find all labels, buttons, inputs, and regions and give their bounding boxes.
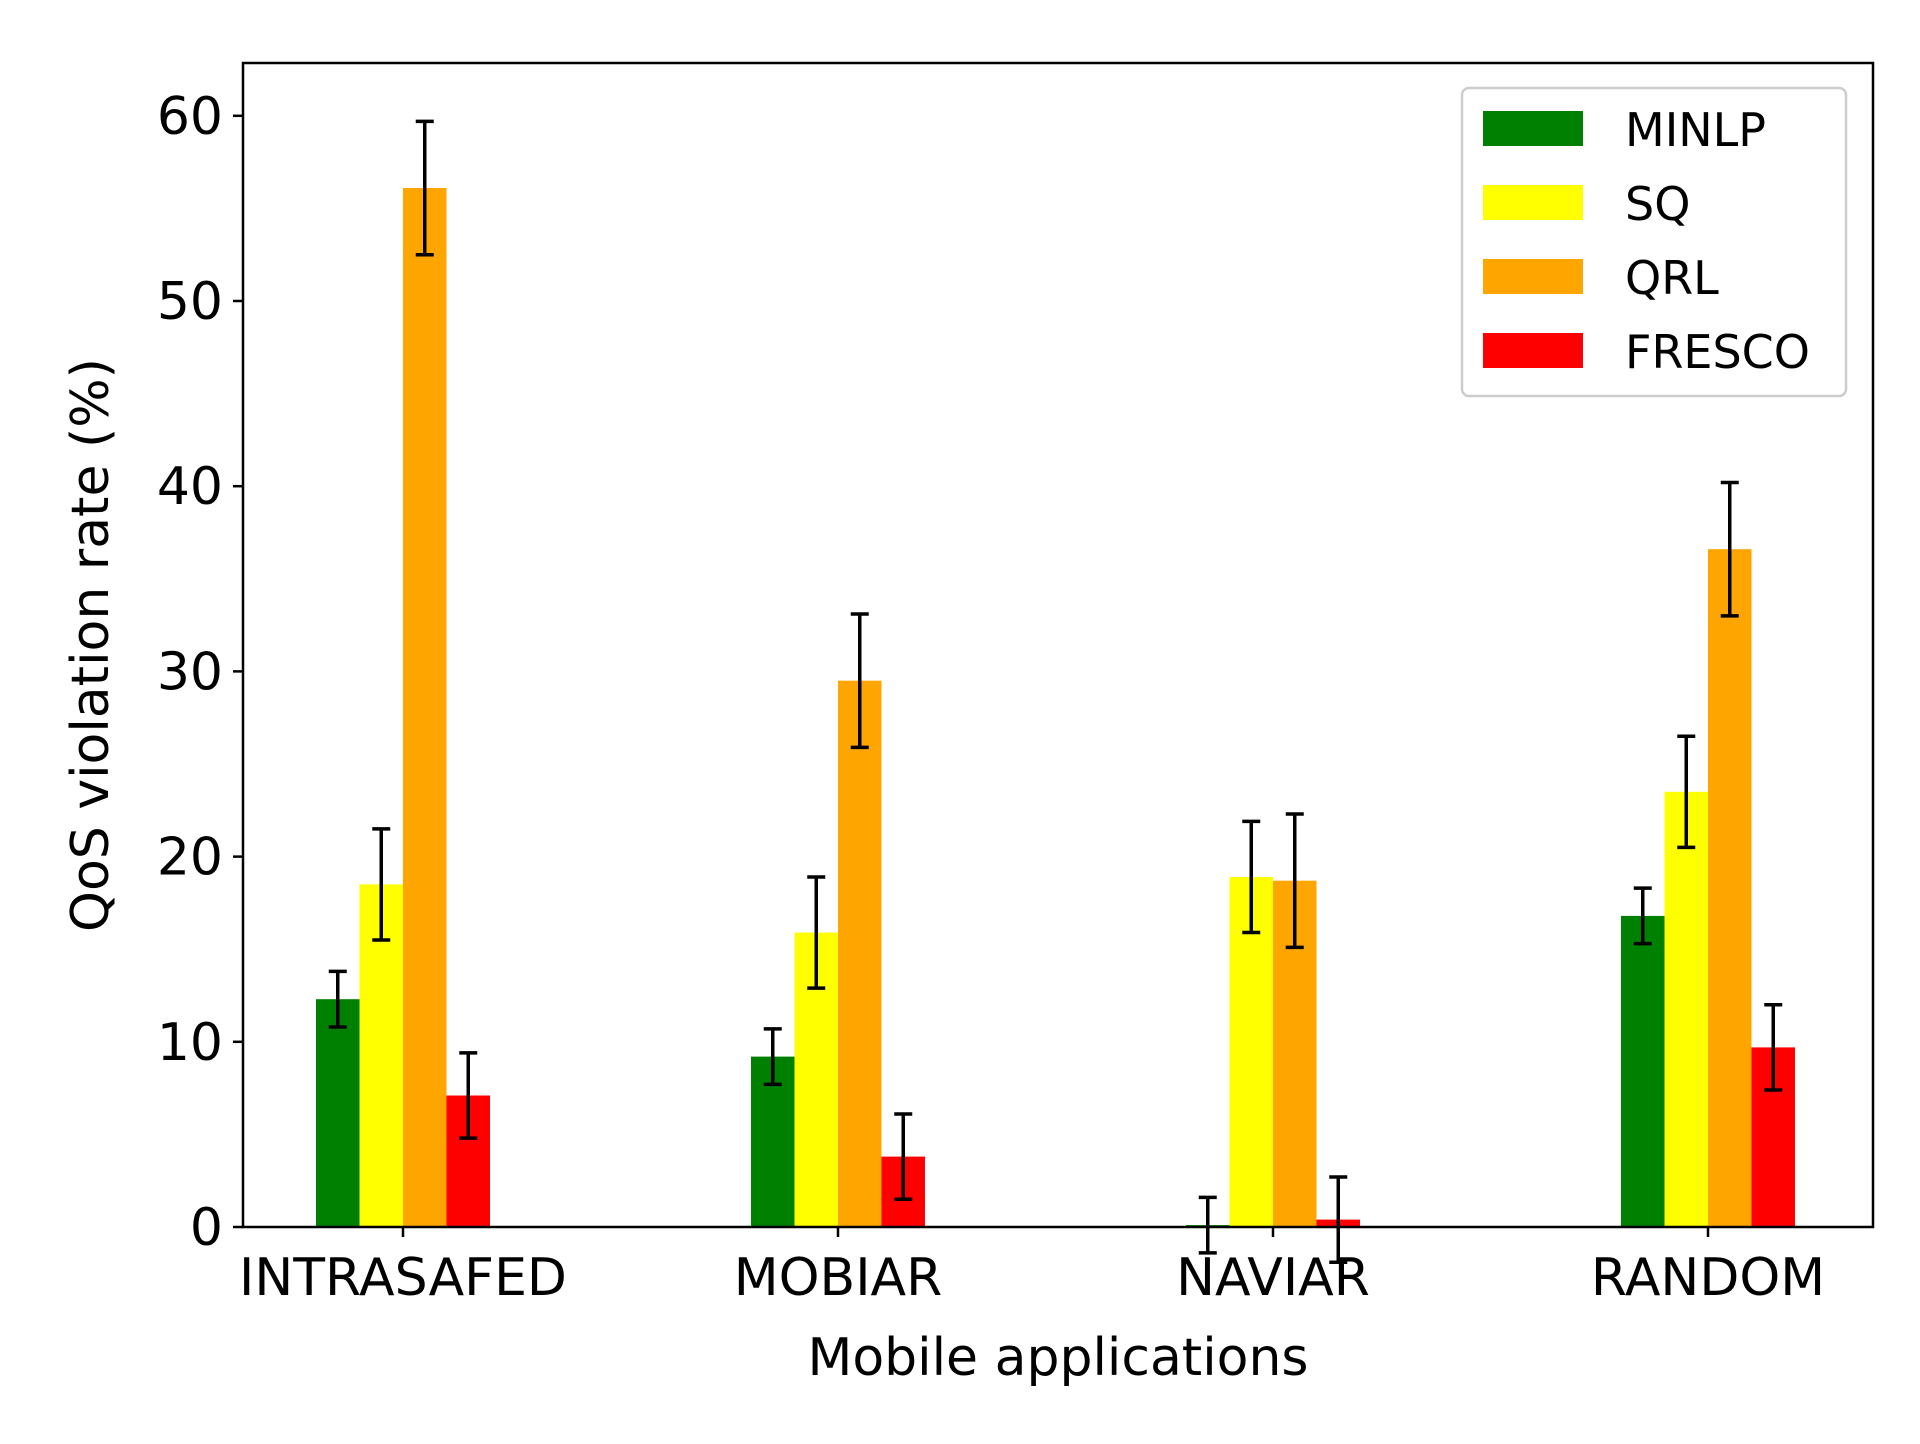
legend-frame [1460, 86, 1848, 398]
y-tick-label-10: 10 [157, 1013, 223, 1073]
plot-frame [241, 61, 1875, 1229]
bar-minlp-random [1621, 915, 1665, 1227]
x-axis-label: Mobile applications [807, 1328, 1308, 1388]
legend-label-sq: SQ [1625, 177, 1690, 231]
error-bar-minlp-mobiar [763, 1027, 782, 1087]
error-bar-fresco-intrasafed [459, 1051, 478, 1140]
error-bar-sq-mobiar [807, 875, 826, 990]
legend-swatch-qrl [1483, 259, 1583, 294]
error-bar-minlp-intrasafed [328, 969, 347, 1029]
bars-layer [316, 188, 1795, 1227]
error-bar-fresco-naviar [1329, 1175, 1348, 1264]
legend-label-minlp: MINLP [1625, 103, 1766, 157]
y-tick-label-60: 60 [157, 87, 223, 147]
x-axis: INTRASAFED MOBIAR NAVIAR RANDOM [239, 1227, 1825, 1308]
y-tick-label-20: 20 [157, 828, 223, 888]
y-tick-label-40: 40 [157, 457, 223, 517]
error-bar-qrl-intrasafed [415, 119, 434, 257]
error-bars-layer [328, 119, 1783, 1264]
error-bar-minlp-naviar [1198, 1195, 1217, 1255]
error-bar-sq-intrasafed [372, 827, 391, 942]
legend-label-qrl: QRL [1625, 251, 1719, 305]
error-bar-sq-naviar [1242, 819, 1261, 935]
legend-swatch-minlp [1483, 111, 1583, 146]
y-tick-label-30: 30 [157, 642, 223, 702]
error-bar-qrl-mobiar [850, 612, 869, 750]
bar-sq-random [1664, 791, 1708, 1227]
error-bar-qrl-naviar [1285, 812, 1304, 950]
bar-qrl-intrasafed [403, 188, 447, 1227]
y-axis: 0 10 20 30 40 50 60 [157, 87, 243, 1258]
bar-qrl-mobiar [838, 680, 882, 1227]
error-bar-qrl-random [1720, 480, 1739, 618]
error-bar-fresco-mobiar [894, 1112, 913, 1201]
y-tick-label-0: 0 [190, 1198, 223, 1258]
bar-sq-naviar [1229, 877, 1273, 1227]
legend-label-fresco: FRESCO [1625, 325, 1810, 379]
error-bar-sq-random [1677, 734, 1696, 850]
y-axis-label: QoS violation rate (%) [61, 358, 121, 932]
error-bar-fresco-random [1764, 1003, 1783, 1092]
y-tick-label-50: 50 [157, 272, 223, 332]
x-tick-label-naviar: NAVIAR [1176, 1248, 1370, 1308]
error-bar-minlp-random [1633, 886, 1652, 946]
x-tick-label-mobiar: MOBIAR [734, 1248, 943, 1308]
legend-swatch-sq [1483, 185, 1583, 220]
legend-swatch-fresco [1483, 333, 1583, 368]
legend: MINLP SQ QRL FRESCO [1460, 86, 1848, 398]
x-tick-label-random: RANDOM [1591, 1248, 1825, 1308]
bar-qrl-random [1708, 549, 1752, 1227]
bar-minlp-intrasafed [316, 999, 360, 1227]
x-tick-label-intrasafed: INTRASAFED [239, 1248, 567, 1308]
